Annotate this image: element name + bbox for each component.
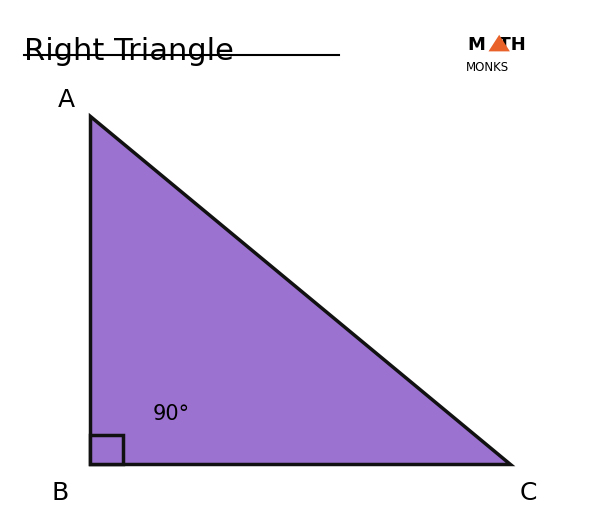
Text: MONKS: MONKS <box>466 61 509 74</box>
Text: C: C <box>520 481 536 505</box>
Bar <box>90 435 123 464</box>
Polygon shape <box>488 35 510 51</box>
Polygon shape <box>90 116 510 464</box>
Text: B: B <box>52 481 68 505</box>
Text: 90°: 90° <box>153 404 190 424</box>
Text: M  TH: M TH <box>468 36 526 54</box>
Text: A: A <box>58 88 74 112</box>
Text: Right Triangle: Right Triangle <box>24 37 234 66</box>
